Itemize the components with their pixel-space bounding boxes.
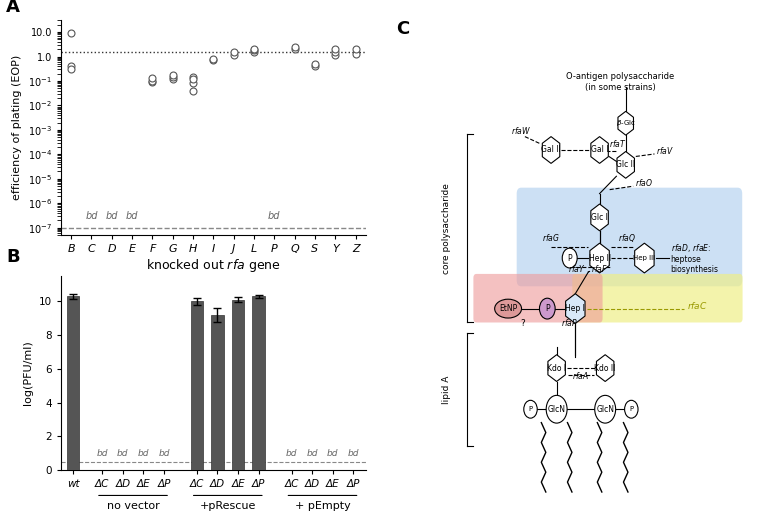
- Text: bd: bd: [105, 211, 118, 221]
- Polygon shape: [591, 136, 608, 164]
- Circle shape: [546, 396, 567, 423]
- Text: Hep III: Hep III: [633, 255, 655, 261]
- Bar: [232, 299, 245, 470]
- Circle shape: [523, 400, 537, 418]
- Text: bd: bd: [327, 449, 338, 458]
- Text: bd: bd: [97, 449, 108, 458]
- Circle shape: [562, 248, 577, 268]
- Text: $\it{rfaD}$, $\it{rfaE}$:
heptose
biosynthesis: $\it{rfaD}$, $\it{rfaE}$: heptose biosyn…: [671, 242, 719, 274]
- Ellipse shape: [495, 299, 521, 318]
- Text: $\it{rfaO}$: $\it{rfaO}$: [635, 177, 653, 188]
- Text: B: B: [6, 248, 20, 266]
- Polygon shape: [543, 136, 560, 164]
- Polygon shape: [591, 204, 608, 231]
- Text: Hep I: Hep I: [565, 304, 585, 313]
- Text: Kdo I: Kdo I: [547, 364, 566, 373]
- Text: Glc II: Glc II: [616, 160, 636, 169]
- Text: GlcN: GlcN: [596, 405, 614, 414]
- Polygon shape: [597, 355, 614, 382]
- Y-axis label: log(PFU/ml): log(PFU/ml): [24, 341, 34, 405]
- Text: $\it{rfaV}$: $\it{rfaV}$: [655, 145, 674, 156]
- Text: Hep II: Hep II: [588, 253, 610, 263]
- Bar: [252, 296, 265, 470]
- Text: bd: bd: [138, 449, 149, 458]
- Text: $\beta$-Glc: $\beta$-Glc: [616, 118, 636, 128]
- Text: bd: bd: [306, 449, 318, 458]
- FancyBboxPatch shape: [517, 188, 742, 286]
- Text: P: P: [528, 406, 533, 412]
- FancyBboxPatch shape: [473, 274, 603, 322]
- Text: bd: bd: [126, 211, 139, 221]
- Text: ?: ?: [520, 319, 526, 329]
- Text: $\it{rfaC}$: $\it{rfaC}$: [687, 299, 708, 311]
- Circle shape: [625, 400, 638, 418]
- Text: no vector: no vector: [107, 500, 159, 510]
- Bar: [67, 296, 79, 470]
- Text: A: A: [6, 0, 20, 16]
- Text: $\it{rfaY}$: $\it{rfaY}$: [568, 263, 586, 274]
- Circle shape: [539, 298, 555, 319]
- Text: P: P: [568, 253, 572, 263]
- Polygon shape: [618, 111, 633, 135]
- Text: + pEmpty: + pEmpty: [295, 500, 351, 510]
- Polygon shape: [635, 243, 654, 273]
- X-axis label: knocked out $\it{rfa}$ gene: knocked out $\it{rfa}$ gene: [146, 257, 280, 274]
- Text: core polysaccharide: core polysaccharide: [442, 183, 451, 274]
- Text: Kdo II: Kdo II: [594, 364, 616, 373]
- Text: lipid A: lipid A: [442, 375, 451, 404]
- Text: $\it{rfaP}$: $\it{rfaP}$: [561, 317, 578, 329]
- Text: $\it{rfaG}$: $\it{rfaG}$: [542, 231, 560, 243]
- Circle shape: [594, 396, 616, 423]
- Text: EtNP: EtNP: [499, 304, 517, 313]
- Text: $\it{rfaW}$: $\it{rfaW}$: [511, 125, 531, 136]
- Text: bd: bd: [268, 211, 280, 221]
- Text: +pRescue: +pRescue: [200, 500, 256, 510]
- Text: bd: bd: [117, 449, 129, 458]
- Text: $\it{rfaA}$: $\it{rfaA}$: [572, 370, 590, 382]
- Text: $\it{rfaF}$: $\it{rfaF}$: [591, 263, 608, 274]
- Text: $\it{rfaQ}$: $\it{rfaQ}$: [619, 231, 637, 244]
- Text: P: P: [629, 406, 633, 412]
- Text: Gal II: Gal II: [541, 146, 561, 154]
- Text: C: C: [396, 20, 409, 38]
- Text: bd: bd: [85, 211, 98, 221]
- Text: bd: bd: [286, 449, 297, 458]
- Polygon shape: [548, 355, 565, 382]
- Bar: [211, 315, 224, 470]
- Text: Glc I: Glc I: [591, 213, 608, 222]
- Text: $\mathbf{\it{rfaT}}$: $\mathbf{\it{rfaT}}$: [610, 137, 627, 149]
- Bar: [190, 301, 203, 470]
- Y-axis label: efficiency of plating (EOP): efficiency of plating (EOP): [12, 55, 22, 200]
- Text: bd: bd: [158, 449, 170, 458]
- Text: bd: bd: [347, 449, 359, 458]
- Text: Gal I: Gal I: [591, 146, 608, 154]
- Text: O-antigen polysaccharide
(in some strains): O-antigen polysaccharide (in some strain…: [566, 72, 674, 91]
- Polygon shape: [590, 243, 610, 273]
- Text: P: P: [545, 304, 549, 313]
- Text: GlcN: GlcN: [548, 405, 565, 414]
- Polygon shape: [617, 151, 635, 178]
- FancyBboxPatch shape: [572, 274, 743, 322]
- Polygon shape: [565, 294, 585, 323]
